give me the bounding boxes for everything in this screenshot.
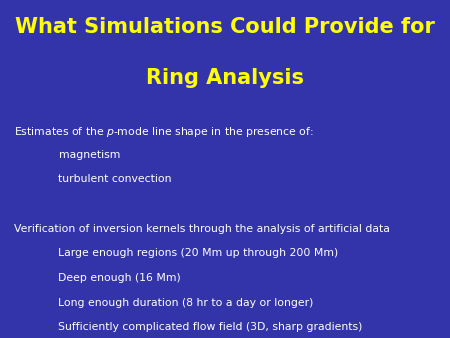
Text: What Simulations Could Provide for: What Simulations Could Provide for <box>15 17 435 37</box>
Text: Deep enough (16 Mm): Deep enough (16 Mm) <box>58 273 181 283</box>
Text: Ring Analysis: Ring Analysis <box>146 68 304 88</box>
Text: Large enough regions (20 Mm up through 200 Mm): Large enough regions (20 Mm up through 2… <box>58 248 339 259</box>
Text: turbulent convection: turbulent convection <box>58 174 172 185</box>
Text: Estimates of the $p$-mode line shape in the presence of:: Estimates of the $p$-mode line shape in … <box>14 125 313 139</box>
Text: Sufficiently complicated flow field (3D, sharp gradients): Sufficiently complicated flow field (3D,… <box>58 322 363 333</box>
Text: Verification of inversion kernels through the analysis of artificial data: Verification of inversion kernels throug… <box>14 224 389 234</box>
Text: Long enough duration (8 hr to a day or longer): Long enough duration (8 hr to a day or l… <box>58 298 314 308</box>
Text: magnetism: magnetism <box>58 150 120 160</box>
